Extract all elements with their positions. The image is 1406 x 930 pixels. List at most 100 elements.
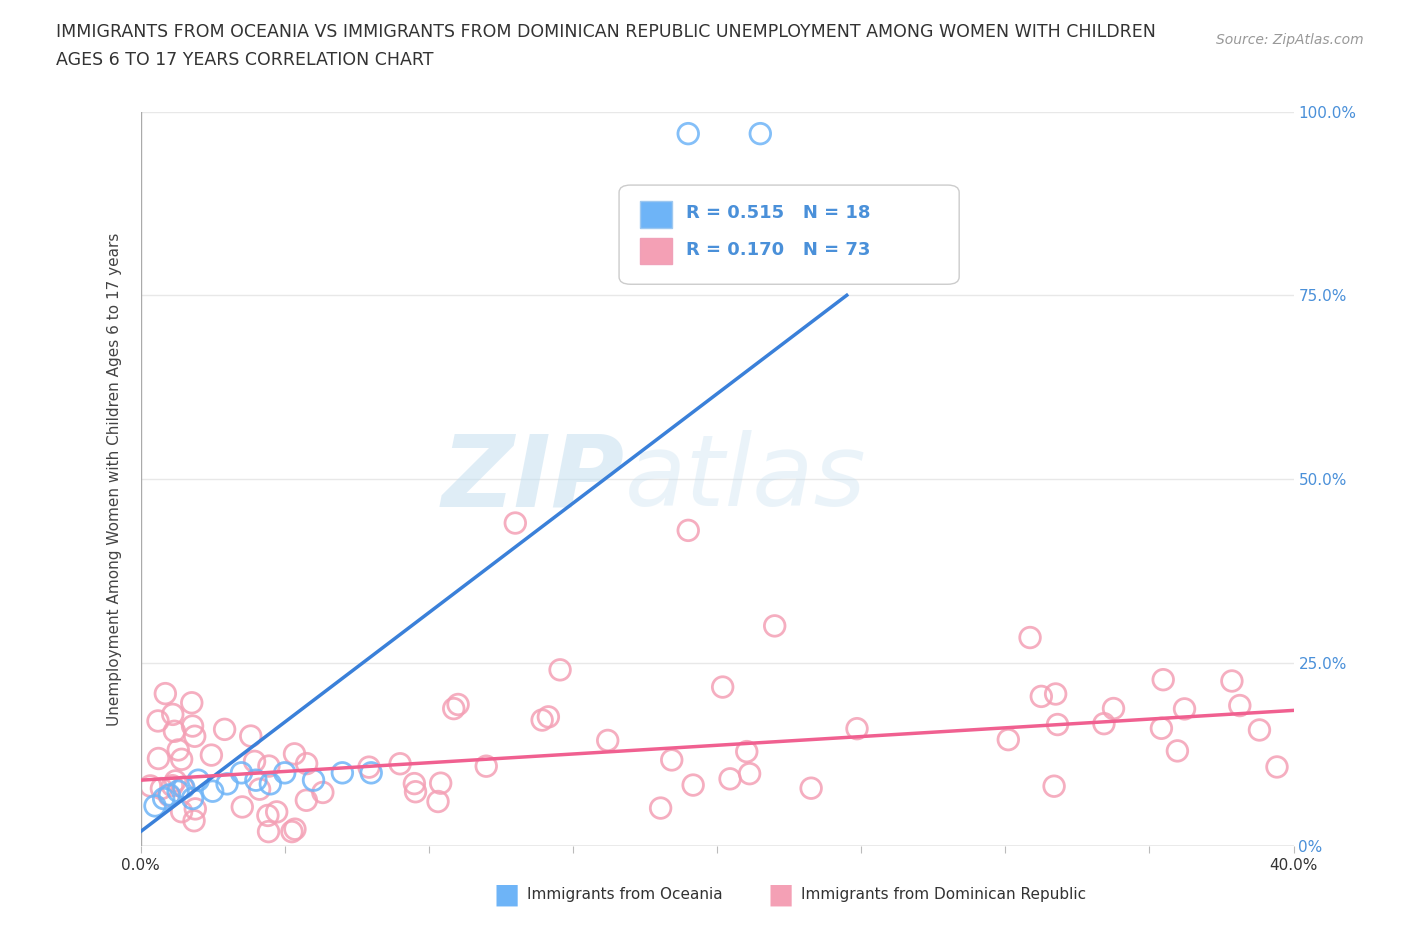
Point bbox=[1220, 673, 1243, 688]
Point bbox=[548, 662, 571, 677]
Point bbox=[312, 785, 335, 800]
Point bbox=[711, 680, 734, 695]
FancyBboxPatch shape bbox=[640, 201, 672, 228]
Point bbox=[172, 779, 194, 794]
Point bbox=[404, 777, 426, 791]
Point bbox=[243, 754, 266, 769]
Text: ZIP: ZIP bbox=[441, 431, 624, 527]
Point bbox=[596, 733, 619, 748]
Point bbox=[167, 784, 190, 799]
Point bbox=[1152, 672, 1174, 687]
Point bbox=[389, 756, 412, 771]
Point bbox=[167, 742, 190, 757]
Point bbox=[1229, 698, 1251, 713]
Text: atlas: atlas bbox=[624, 431, 866, 527]
FancyBboxPatch shape bbox=[640, 238, 672, 264]
Point bbox=[200, 748, 222, 763]
Text: Immigrants from Oceania: Immigrants from Oceania bbox=[527, 887, 723, 902]
Point bbox=[503, 515, 526, 530]
Point bbox=[146, 713, 169, 728]
Point bbox=[150, 781, 173, 796]
Point bbox=[1102, 701, 1125, 716]
Point bbox=[678, 523, 700, 538]
Point bbox=[735, 744, 758, 759]
Point bbox=[360, 765, 382, 780]
Point bbox=[231, 800, 253, 815]
Point bbox=[1265, 760, 1288, 775]
Point bbox=[678, 126, 700, 141]
Point bbox=[148, 751, 170, 766]
Point bbox=[475, 759, 498, 774]
Point bbox=[159, 788, 180, 803]
Text: IMMIGRANTS FROM OCEANIA VS IMMIGRANTS FROM DOMINICAN REPUBLIC UNEMPLOYMENT AMONG: IMMIGRANTS FROM OCEANIA VS IMMIGRANTS FR… bbox=[56, 23, 1156, 41]
Text: AGES 6 TO 17 YEARS CORRELATION CHART: AGES 6 TO 17 YEARS CORRELATION CHART bbox=[56, 51, 433, 69]
Text: ■: ■ bbox=[494, 881, 519, 909]
Point bbox=[846, 722, 869, 737]
Point bbox=[1019, 631, 1042, 645]
Text: Source: ZipAtlas.com: Source: ZipAtlas.com bbox=[1216, 33, 1364, 46]
Point bbox=[682, 777, 704, 792]
Point bbox=[1249, 723, 1271, 737]
Point bbox=[257, 824, 280, 839]
Point bbox=[531, 712, 554, 727]
Point bbox=[997, 732, 1019, 747]
Point bbox=[274, 765, 297, 780]
Point bbox=[1166, 743, 1188, 758]
Point bbox=[183, 729, 205, 744]
Point bbox=[249, 782, 271, 797]
Point bbox=[162, 778, 184, 793]
Point bbox=[1173, 701, 1195, 716]
Point bbox=[718, 771, 741, 786]
Point bbox=[181, 791, 204, 806]
Point bbox=[231, 765, 253, 780]
Point bbox=[283, 747, 305, 762]
Point bbox=[738, 766, 761, 781]
Point bbox=[1043, 778, 1066, 793]
Point bbox=[295, 792, 318, 807]
Text: ■: ■ bbox=[768, 881, 793, 909]
Point bbox=[187, 773, 209, 788]
Point bbox=[332, 765, 354, 780]
Point bbox=[157, 789, 180, 804]
Point bbox=[139, 778, 162, 793]
Point bbox=[661, 752, 683, 767]
Point bbox=[1046, 717, 1069, 732]
Point bbox=[749, 126, 772, 141]
Point bbox=[163, 724, 186, 738]
FancyBboxPatch shape bbox=[619, 185, 959, 285]
Point bbox=[180, 696, 202, 711]
Point bbox=[443, 701, 465, 716]
Text: R = 0.170   N = 73: R = 0.170 N = 73 bbox=[686, 241, 870, 259]
Point bbox=[217, 777, 239, 791]
Text: Immigrants from Dominican Republic: Immigrants from Dominican Republic bbox=[801, 887, 1087, 902]
Point bbox=[257, 808, 280, 823]
Point bbox=[357, 760, 380, 775]
Point bbox=[266, 804, 288, 819]
Point bbox=[152, 791, 174, 806]
Point bbox=[239, 728, 262, 743]
Point bbox=[302, 773, 325, 788]
Point bbox=[763, 618, 786, 633]
Point bbox=[162, 707, 184, 722]
Point bbox=[259, 777, 281, 791]
Point bbox=[181, 719, 204, 734]
Point bbox=[427, 794, 450, 809]
Point bbox=[537, 710, 560, 724]
Point bbox=[800, 781, 823, 796]
Point bbox=[1045, 686, 1067, 701]
Point bbox=[257, 759, 280, 774]
Point bbox=[650, 801, 672, 816]
Y-axis label: Unemployment Among Women with Children Ages 6 to 17 years: Unemployment Among Women with Children A… bbox=[107, 232, 122, 725]
Point bbox=[143, 799, 166, 814]
Point bbox=[1092, 716, 1115, 731]
Point bbox=[281, 824, 304, 839]
Point bbox=[284, 822, 307, 837]
Point bbox=[165, 774, 187, 789]
Point bbox=[1150, 721, 1173, 736]
Point bbox=[429, 776, 451, 790]
Point bbox=[447, 698, 470, 712]
Text: R = 0.515   N = 18: R = 0.515 N = 18 bbox=[686, 204, 870, 222]
Point bbox=[170, 804, 193, 819]
Point bbox=[1031, 689, 1053, 704]
Point bbox=[183, 814, 205, 829]
